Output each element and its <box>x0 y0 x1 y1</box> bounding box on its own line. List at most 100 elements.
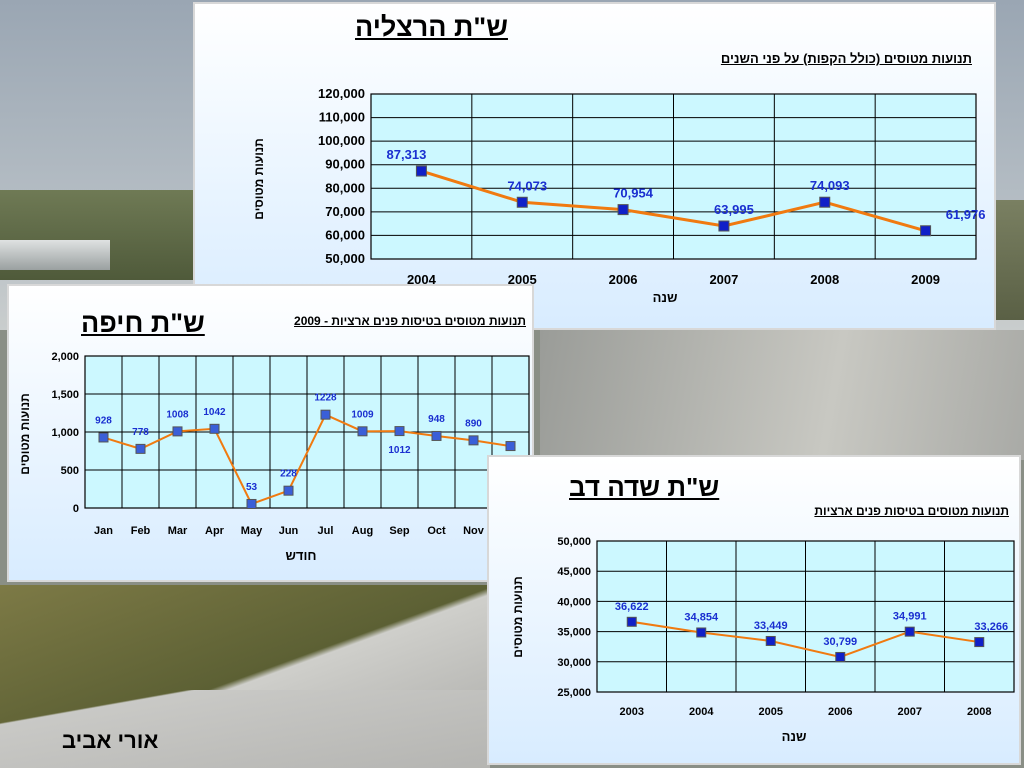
x-tick-label: 2003 <box>620 706 644 718</box>
data-point <box>415 165 427 177</box>
data-point <box>617 204 629 216</box>
y-tick-label: 60,000 <box>325 227 365 242</box>
data-label: 778 <box>132 427 149 438</box>
chart-subtitle: תנועות מטוסים בטיסות פנים ארציות - 2009 <box>294 314 526 328</box>
x-tick-label: Apr <box>205 525 225 537</box>
data-label: 890 <box>465 418 482 429</box>
background-photo-road <box>0 690 490 768</box>
x-tick-label: May <box>241 525 263 537</box>
data-label: 928 <box>95 415 112 426</box>
data-point <box>394 426 405 437</box>
data-label: 948 <box>428 414 445 425</box>
data-label: 70,954 <box>613 186 654 201</box>
data-point <box>974 637 985 648</box>
data-point <box>516 196 528 208</box>
x-tick-label: Mar <box>168 525 188 537</box>
data-point <box>283 485 294 496</box>
data-label: 33,449 <box>754 620 788 632</box>
y-tick-label: 1,500 <box>51 389 79 401</box>
series-line <box>631 620 980 659</box>
x-tick-label: Aug <box>352 525 373 537</box>
author-signature: אורי אביב <box>62 728 159 753</box>
x-tick-label: Jun <box>279 525 299 537</box>
y-tick-label: 25,000 <box>557 687 591 699</box>
chart-plot-herzliya: 50,000 60,000 70,000 80,000 90,000 100,000 110… <box>252 86 986 305</box>
y-tick-label: 2,000 <box>51 351 79 363</box>
x-axis-title: שנה <box>653 290 678 305</box>
x-tick-label: Feb <box>131 525 151 537</box>
y-tick-label: 45,000 <box>557 566 591 578</box>
y-tick-label: 80,000 <box>325 180 365 195</box>
data-point <box>696 627 707 638</box>
y-tick-label: 0 <box>73 503 79 515</box>
chart-subtitle: תנועות מטוסים בטיסות פנים ארציות <box>814 504 1009 518</box>
chart-title: ש"ת הרצליה <box>355 12 508 42</box>
background-photo-parked-aircraft <box>540 330 1024 460</box>
data-label: 63,995 <box>714 202 754 217</box>
data-point <box>765 635 776 646</box>
x-tick-label: Oct <box>427 525 446 537</box>
data-point <box>431 430 442 441</box>
data-label: 34,854 <box>684 611 719 623</box>
x-axis-title: שנה <box>782 729 807 744</box>
chart-title: ש"ת שדה דב <box>569 472 720 502</box>
data-point <box>626 616 637 627</box>
data-label: 1042 <box>203 407 226 418</box>
chart-panel-haifa: ש"ת חיפה תנועות מטוסים בטיסות פנים ארציו… <box>7 284 534 582</box>
data-label: 87,313 <box>387 147 427 162</box>
chart-subtitle: תנועות מטוסים (כולל הקפות) על פני השנים <box>720 51 972 66</box>
y-tick-label: 50,000 <box>325 251 365 266</box>
data-label: 1008 <box>166 409 189 420</box>
data-point <box>357 426 368 437</box>
data-label: 228 <box>280 469 297 480</box>
data-point <box>819 196 831 208</box>
data-point <box>320 409 331 420</box>
chart-plot-sde-dov: 25,000 30,000 35,000 40,000 45,000 50,000 2003… <box>511 536 1015 744</box>
y-axis-title: תנועות מטוסים <box>252 138 266 219</box>
x-axis-title: חודש <box>285 548 316 563</box>
data-point <box>920 225 932 237</box>
y-axis-title: תנועות מטוסים <box>511 576 525 657</box>
series-line <box>420 169 926 233</box>
data-point <box>468 435 479 446</box>
y-tick-label: 40,000 <box>557 596 591 608</box>
x-tick-label: 2008 <box>810 272 839 287</box>
data-point <box>172 426 183 437</box>
x-tick-label: Nov <box>463 525 485 537</box>
x-tick-label: 2006 <box>609 272 638 287</box>
x-tick-label: Jul <box>318 525 334 537</box>
y-tick-label: 500 <box>61 465 79 477</box>
data-label: 30,799 <box>823 636 857 648</box>
data-label: 74,093 <box>810 178 850 193</box>
series-line <box>103 413 511 506</box>
x-tick-label: 2004 <box>407 272 437 287</box>
chart-plot-haifa: 0 500 1,000 1,500 2,000 Jan Feb Mar Apr May Jun Jul… <box>18 351 530 563</box>
x-tick-label: 2005 <box>508 272 537 287</box>
data-point <box>718 220 730 232</box>
y-axis-title: תנועות מטוסים <box>18 393 32 474</box>
x-tick-label: 2008 <box>967 706 991 718</box>
x-tick-label: 2004 <box>689 706 714 718</box>
data-label: 53 <box>246 482 258 493</box>
x-tick-label: Sep <box>389 525 409 537</box>
x-tick-label: 2005 <box>759 706 783 718</box>
data-label: 74,073 <box>507 178 547 193</box>
y-tick-label: 1,000 <box>51 427 79 439</box>
data-label: 1228 <box>314 393 337 404</box>
chart-panel-sde-dov: ש"ת שדה דב תנועות מטוסים בטיסות פנים ארצ… <box>487 455 1021 765</box>
y-tick-label: 50,000 <box>557 536 591 548</box>
data-label: 34,991 <box>893 611 927 623</box>
background-photo-hangar <box>0 240 110 270</box>
x-tick-label: 2007 <box>709 272 738 287</box>
data-label: 1009 <box>351 409 374 420</box>
data-label: 61,976 <box>946 207 986 222</box>
x-tick-label: 2007 <box>898 706 922 718</box>
data-point <box>209 423 220 434</box>
data-point <box>904 626 915 637</box>
y-tick-label: 110,000 <box>319 110 365 125</box>
data-label: 1012 <box>388 445 411 456</box>
x-tick-label: Jan <box>94 525 113 537</box>
y-tick-label: 120,000 <box>318 86 365 101</box>
y-tick-label: 100,000 <box>318 133 365 148</box>
data-label: 36,622 <box>615 601 649 613</box>
